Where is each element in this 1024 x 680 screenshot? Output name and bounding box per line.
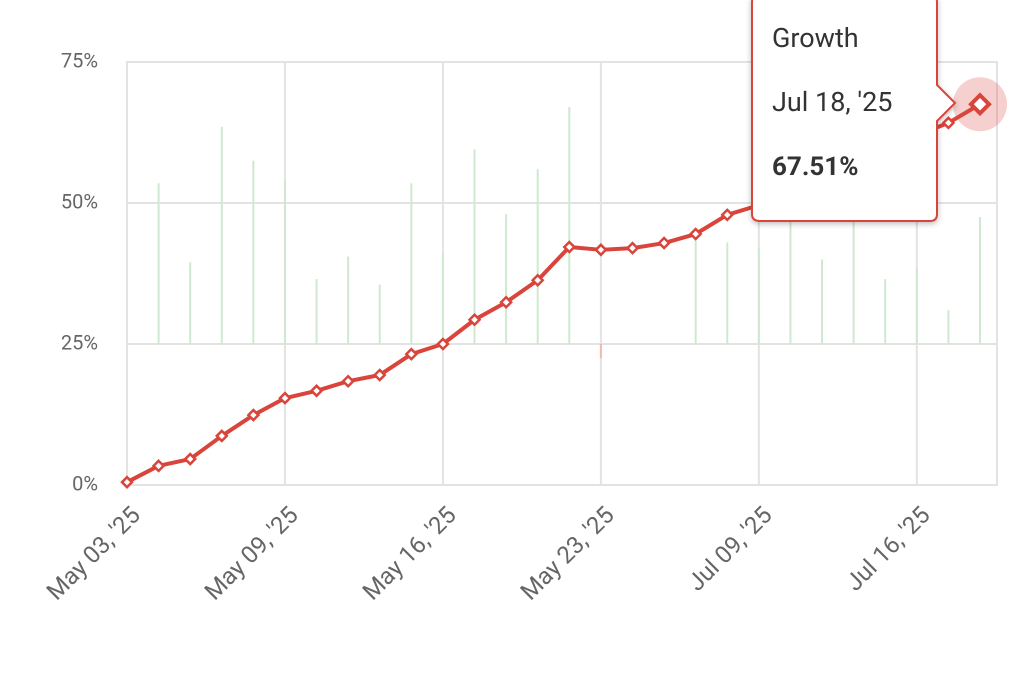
- bar: [189, 262, 192, 344]
- bar: [220, 126, 223, 344]
- bar: [568, 107, 571, 345]
- tooltip-date: Jul 18, '25: [772, 86, 892, 118]
- point-marker: [436, 337, 450, 351]
- bar: [726, 242, 729, 344]
- point-marker: [183, 452, 197, 466]
- point-marker: [467, 312, 482, 327]
- x-tick-label: Jul 16, '25: [840, 501, 936, 597]
- bar: [915, 267, 918, 344]
- tooltip-value: 67.51%: [772, 152, 858, 182]
- bar: [884, 279, 887, 344]
- tooltip-box: [751, 0, 957, 222]
- point-marker: [594, 243, 608, 257]
- x-tick-label: May 03, '25: [41, 501, 146, 606]
- bar: [852, 203, 855, 344]
- tooltip-series: Growth: [772, 22, 859, 54]
- y-tick-label: 50%: [61, 189, 98, 213]
- bar: [599, 344, 602, 359]
- bar: [536, 169, 539, 344]
- bar: [157, 183, 160, 344]
- bar: [410, 183, 413, 344]
- point-marker: [151, 459, 166, 473]
- x-tick-label: May 23, '25: [515, 501, 620, 606]
- bar: [505, 214, 508, 344]
- bar: [821, 259, 824, 344]
- point-marker: [941, 116, 956, 130]
- point-marker: [309, 384, 324, 398]
- point-marker: [720, 208, 735, 222]
- x-tick-label: Jul 09, '25: [682, 501, 778, 597]
- y-tick-label: 75%: [61, 48, 98, 72]
- point-marker: [246, 408, 261, 422]
- bar: [283, 180, 286, 344]
- bar: [441, 253, 444, 344]
- bar: [789, 219, 792, 344]
- point-marker: [499, 295, 513, 310]
- bar: [473, 149, 476, 344]
- point-marker: [625, 241, 640, 255]
- point-marker: [278, 391, 292, 405]
- point-marker: [372, 368, 387, 382]
- bar: [694, 236, 697, 344]
- bar: [315, 279, 318, 344]
- point-marker: [120, 475, 134, 489]
- bar: [378, 284, 381, 344]
- point-marker: [215, 429, 229, 443]
- point-marker: [657, 236, 671, 250]
- y-tick-label: 0%: [72, 471, 98, 495]
- point-marker: [968, 92, 992, 117]
- x-tick-label: May 16, '25: [357, 501, 462, 606]
- bar: [979, 217, 981, 344]
- point-marker: [688, 227, 703, 241]
- bar: [947, 310, 950, 344]
- bar: [757, 248, 760, 344]
- point-marker: [562, 240, 577, 254]
- y-tick-label: 25%: [61, 330, 98, 354]
- point-marker: [341, 374, 355, 388]
- x-tick-label: May 09, '25: [199, 501, 304, 606]
- point-marker: [530, 273, 545, 288]
- bar: [252, 160, 255, 344]
- bar: [347, 256, 350, 344]
- point-marker: [404, 347, 419, 361]
